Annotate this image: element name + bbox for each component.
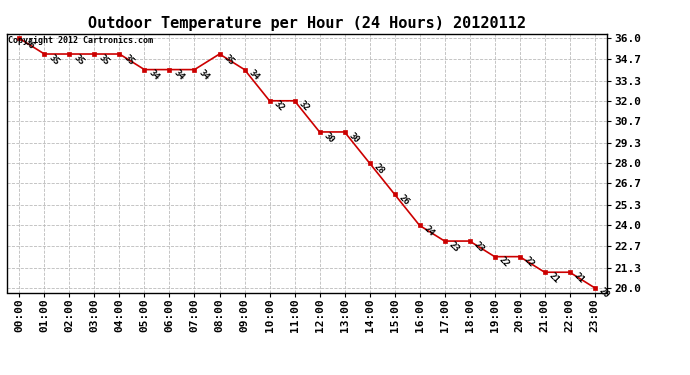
Text: 34: 34 [147, 68, 161, 82]
Text: 35: 35 [72, 53, 86, 67]
Text: 35: 35 [97, 53, 111, 67]
Text: 35: 35 [122, 53, 136, 67]
Text: 24: 24 [422, 224, 436, 238]
Text: 26: 26 [397, 193, 411, 207]
Text: 20: 20 [598, 286, 611, 300]
Text: 34: 34 [197, 68, 211, 82]
Text: 23: 23 [447, 240, 462, 254]
Text: 35: 35 [47, 53, 61, 67]
Text: 35: 35 [222, 53, 236, 67]
Text: 36: 36 [22, 37, 36, 51]
Text: 23: 23 [473, 240, 486, 254]
Text: 28: 28 [373, 162, 386, 176]
Text: 21: 21 [547, 271, 562, 285]
Text: 30: 30 [347, 130, 362, 144]
Text: 22: 22 [497, 255, 511, 269]
Text: Copyright 2012 Cartronics.com: Copyright 2012 Cartronics.com [8, 36, 153, 45]
Text: 34: 34 [247, 68, 262, 82]
Text: 34: 34 [172, 68, 186, 82]
Title: Outdoor Temperature per Hour (24 Hours) 20120112: Outdoor Temperature per Hour (24 Hours) … [88, 16, 526, 31]
Text: 32: 32 [297, 99, 311, 113]
Text: 32: 32 [273, 99, 286, 113]
Text: 21: 21 [573, 271, 586, 285]
Text: 22: 22 [522, 255, 536, 269]
Text: 30: 30 [322, 130, 336, 144]
